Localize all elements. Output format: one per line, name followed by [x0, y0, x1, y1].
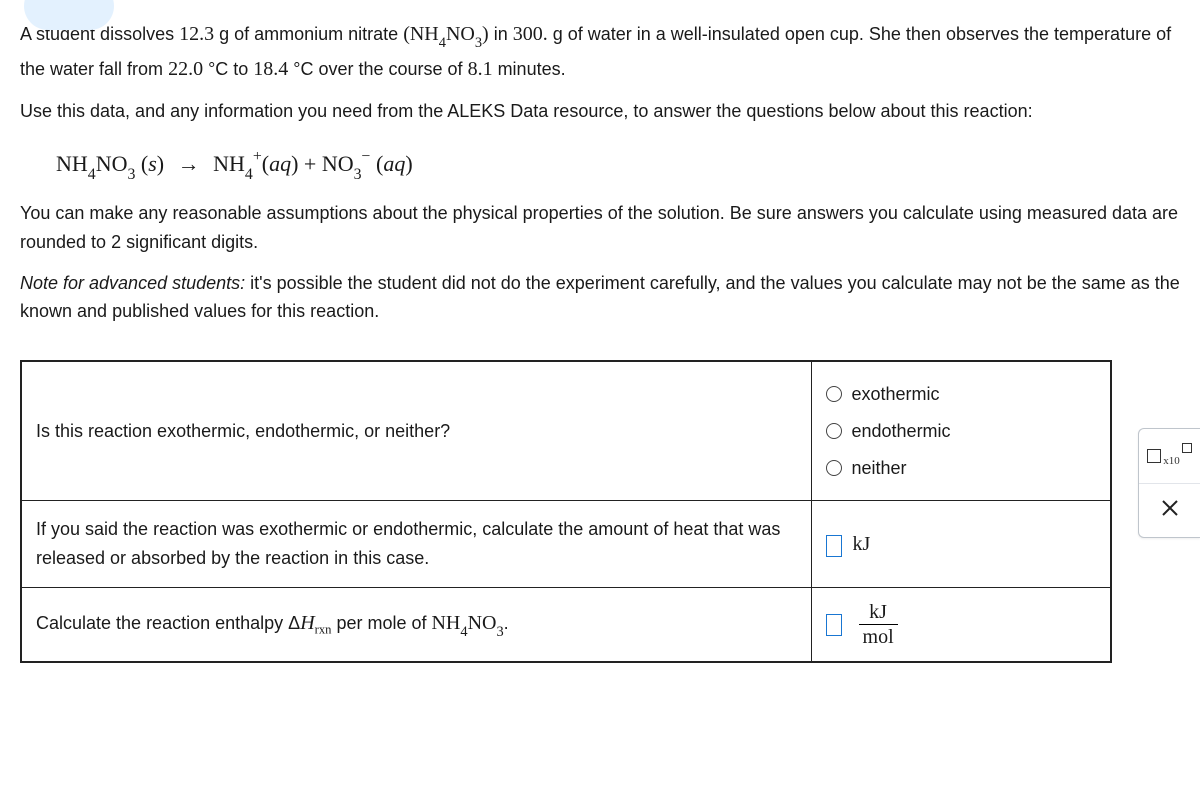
- tool-panel: x10: [1138, 428, 1200, 538]
- paragraph-2: Use this data, and any information you n…: [20, 97, 1180, 126]
- radio-icon: [826, 460, 842, 476]
- temp-start: 22.0: [168, 58, 203, 80]
- text: °C over the course of: [288, 59, 467, 79]
- unit-numerator: kJ: [859, 602, 898, 625]
- unit-kj: kJ: [853, 533, 871, 555]
- radio-label: endothermic: [852, 417, 951, 446]
- mass-solid: 12.3: [179, 23, 214, 45]
- q3-prompt: Calculate the reaction enthalpy ΔHrxn pe…: [21, 588, 811, 663]
- question-table: Is this reaction exothermic, endothermic…: [20, 360, 1112, 663]
- q1-prompt: Is this reaction exothermic, endothermic…: [21, 361, 811, 501]
- minutes: 8.1: [468, 58, 493, 80]
- paragraph-1: A student dissolves 12.3 g of ammonium n…: [20, 18, 1180, 85]
- mass-water: 300.: [513, 23, 548, 45]
- text: per mole of: [331, 613, 431, 633]
- reaction-arrow: →: [170, 146, 208, 181]
- temp-end: 18.4: [253, 58, 288, 80]
- highlight-bubble: [24, 0, 114, 30]
- paragraph-4: Note for advanced students: it's possibl…: [20, 269, 1180, 327]
- unit-denominator: mol: [859, 625, 898, 647]
- x10-label: x10: [1163, 455, 1180, 467]
- paragraph-3: You can make any reasonable assumptions …: [20, 199, 1180, 257]
- close-icon: [1160, 498, 1180, 524]
- radio-label: exothermic: [852, 380, 940, 409]
- box-icon: [1182, 443, 1192, 453]
- sci-notation-button[interactable]: x10: [1139, 429, 1200, 483]
- problem-container: A student dissolves 12.3 g of ammonium n…: [0, 0, 1200, 683]
- radio-neither[interactable]: neither: [826, 450, 1097, 487]
- radio-icon: [826, 386, 842, 402]
- text: Calculate the reaction enthalpy Δ: [36, 613, 300, 633]
- eq-lhs: NH4NO3 (s): [56, 151, 164, 176]
- radio-icon: [826, 423, 842, 439]
- radio-label: neither: [852, 454, 907, 483]
- q1-answers: exothermic endothermic neither: [811, 361, 1111, 501]
- unit-fraction: kJ mol: [859, 602, 898, 647]
- rxn-sub: rxn: [315, 623, 332, 637]
- enthalpy-input[interactable]: [826, 614, 842, 636]
- chem-formula: NH4NO3: [431, 612, 503, 634]
- text: .: [504, 613, 509, 633]
- q2-prompt: If you said the reaction was exothermic …: [21, 501, 811, 588]
- text: °C to: [203, 59, 253, 79]
- chemical-equation: NH4NO3 (s) → NH4+(aq) + NO3− (aq): [20, 138, 1180, 199]
- eq-plus: +: [304, 151, 322, 176]
- q3-answer: kJ mol: [811, 588, 1111, 663]
- text: in: [489, 24, 513, 44]
- text: minutes.: [493, 59, 566, 79]
- heat-input[interactable]: [826, 535, 842, 557]
- eq-rhs-cation: NH4+(aq): [213, 151, 298, 176]
- delta-h: H: [300, 612, 314, 634]
- eq-rhs-anion: NO3− (aq): [322, 151, 413, 176]
- clear-button[interactable]: [1139, 483, 1200, 537]
- box-icon: [1147, 449, 1161, 463]
- chem-formula: (NH4NO3): [403, 23, 489, 45]
- q2-answer: kJ: [811, 501, 1111, 588]
- radio-exothermic[interactable]: exothermic: [826, 376, 1097, 413]
- note-label: Note for advanced students:: [20, 273, 245, 293]
- text: g of ammonium nitrate: [214, 24, 403, 44]
- radio-endothermic[interactable]: endothermic: [826, 413, 1097, 450]
